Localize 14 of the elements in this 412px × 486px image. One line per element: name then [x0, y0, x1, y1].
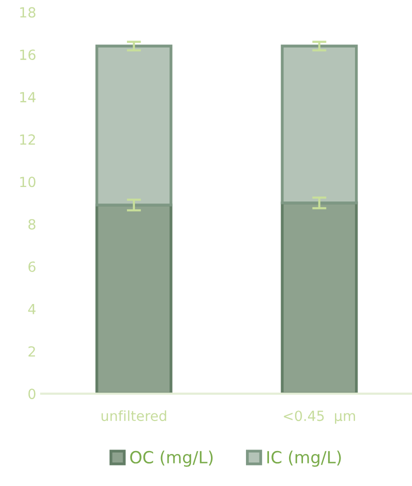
y-tick-label: 10 — [20, 176, 36, 188]
legend-label: OC (mg/L) — [130, 450, 213, 467]
y-tick-label: 4 — [28, 304, 36, 314]
y-tick-label: 2 — [28, 346, 35, 357]
y-tick-label: 14 — [20, 92, 36, 102]
legend-label: IC (mg/L) — [267, 450, 341, 467]
y-tick-label: 8 — [28, 219, 36, 230]
y-tick-label: 16 — [20, 50, 36, 60]
x-tick-label: unfiltered — [102, 410, 166, 422]
y-tick-label: 6 — [28, 261, 36, 272]
y-tick-label: 0 — [28, 388, 36, 400]
x-tick-label: <0.45 µm — [284, 410, 355, 424]
y-tick-label: 18 — [20, 7, 36, 18]
y-tick-label: 12 — [20, 134, 35, 145]
